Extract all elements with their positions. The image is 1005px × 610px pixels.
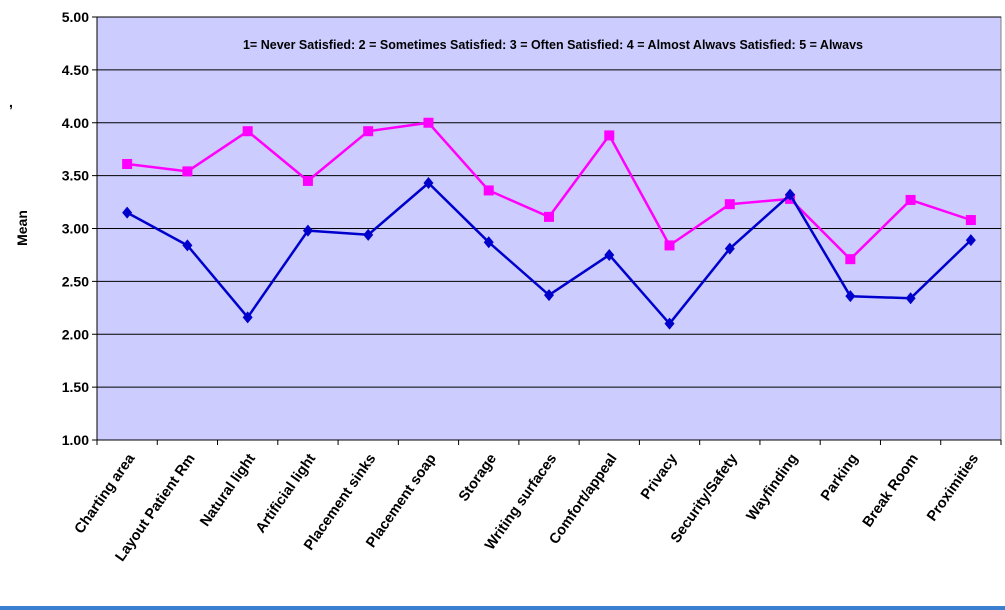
y-tick-label: 2.00 (62, 326, 89, 342)
data-point (544, 211, 554, 222)
data-point (724, 242, 735, 255)
data-point (905, 292, 916, 305)
data-point (724, 199, 735, 210)
y-tick-label: 4.00 (62, 115, 89, 131)
data-point (965, 234, 976, 247)
data-point (905, 194, 916, 205)
x-tick-label: Security/Safety (668, 451, 741, 546)
data-point (604, 130, 615, 141)
x-tick-label: Storage (456, 451, 500, 504)
y-tick-label: 4.50 (62, 62, 89, 78)
data-point (785, 188, 796, 201)
data-point (664, 240, 675, 251)
series-1 (122, 177, 976, 330)
x-tick-label: Break Room (860, 451, 922, 530)
y-tick-label: 3.50 (62, 168, 89, 184)
x-tick-label: Wayfinding (744, 451, 802, 524)
y-axis-label: Mean (14, 210, 30, 246)
y-tick-label: 5.00 (62, 9, 89, 25)
data-point (845, 290, 856, 303)
y-tick-label: 1.00 (62, 432, 89, 448)
series-layer (122, 117, 976, 330)
data-point (363, 228, 374, 241)
data-point (483, 236, 494, 249)
x-tick-label: Charting area (72, 450, 139, 537)
data-point (302, 175, 313, 186)
x-tick-label: Proximities (924, 451, 982, 524)
data-point (363, 126, 374, 137)
y-tick-label: 2.50 (62, 273, 89, 289)
x-tick-label: Comfort/appeal (546, 451, 620, 547)
data-point (845, 254, 856, 265)
data-point (965, 215, 976, 226)
x-tick-label: Privacy (638, 451, 681, 502)
bottom-accent-bar (0, 606, 1005, 610)
x-tick-label: Artificial light (253, 451, 319, 536)
data-point (122, 206, 133, 219)
y-tick-label: 1.50 (62, 379, 89, 395)
data-point (182, 239, 193, 252)
y-tick-label: 3.00 (62, 221, 89, 237)
y-axis-ticks: 1.00 1.50 2.00 2.50 3.00 3.50 4.00 4.50 5.00 (62, 9, 98, 448)
data-point (483, 185, 494, 196)
stray-comma: , (9, 94, 13, 110)
data-point (122, 158, 133, 169)
data-point (182, 166, 193, 177)
data-point (242, 311, 253, 324)
data-point (242, 126, 253, 137)
grid-lines (97, 16, 1001, 441)
data-point (423, 177, 434, 190)
data-point (544, 289, 554, 302)
data-point (423, 117, 434, 128)
scale-annotation: 1= Never Satisfied: 2 = Sometimes Satisf… (243, 38, 863, 52)
x-tick-label: Natural light (197, 451, 259, 530)
x-tick-label: Parking (818, 451, 862, 504)
data-point (664, 317, 675, 330)
data-point (302, 224, 313, 237)
data-point (604, 248, 615, 261)
